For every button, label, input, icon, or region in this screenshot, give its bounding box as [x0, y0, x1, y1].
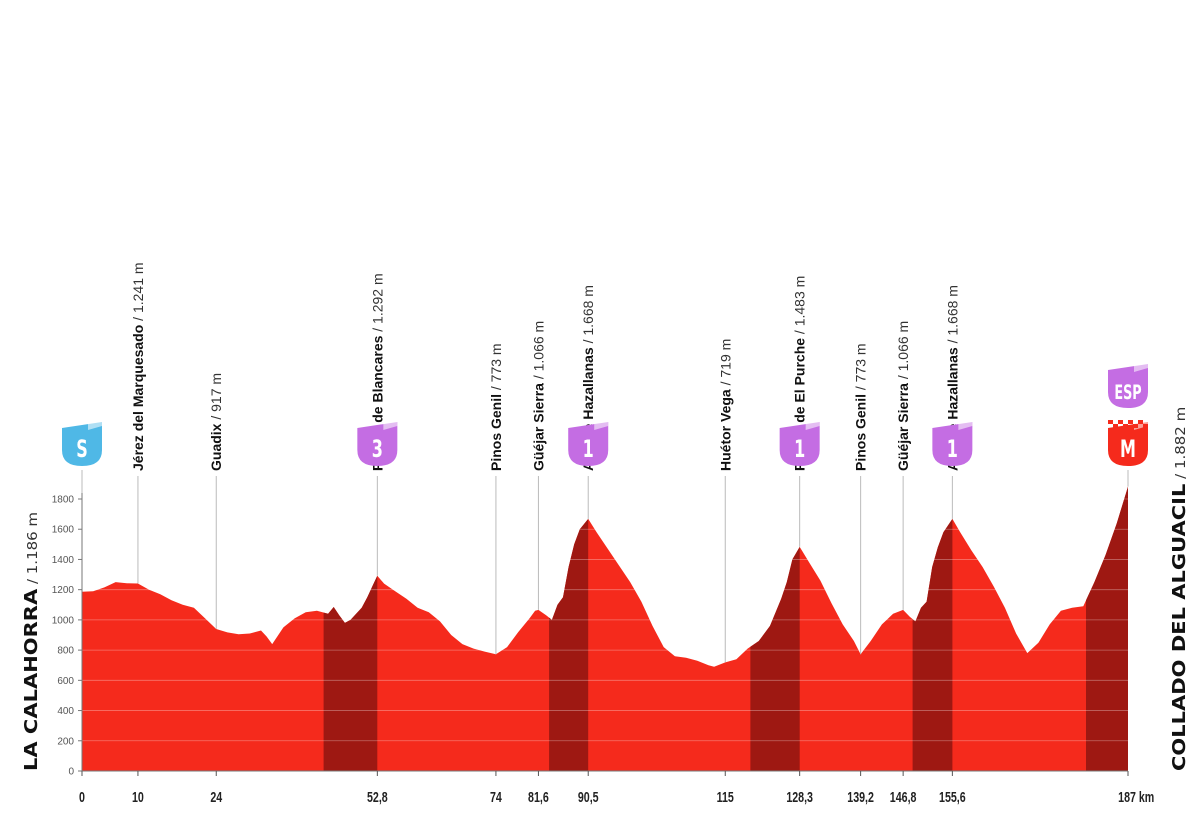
checkered-flag-icon	[1108, 420, 1113, 424]
waypoint-name: Pinos Genil	[853, 394, 869, 471]
y-tick-label: 1600	[52, 525, 75, 536]
badges-layer: S 3 1 1 1 ESP M	[62, 362, 1148, 466]
checkered-flag-icon	[1128, 420, 1133, 424]
x-tick-label: 187 km	[1118, 788, 1154, 805]
waypoint-label: Guadix / 917 m	[208, 373, 224, 471]
x-tick-label: 90,5	[578, 788, 599, 805]
waypoint-altitude: / 1.241 m	[130, 262, 146, 324]
waypoint-altitude: / 1.066 m	[895, 321, 911, 383]
climb-segment-5	[1086, 486, 1128, 771]
badge-label: 1	[583, 435, 594, 463]
waypoint-altitude: / 719 m	[717, 339, 733, 390]
waypoint-label: Huétor Vega / 719 m	[717, 339, 733, 471]
x-tick-label: 81,6	[528, 788, 549, 805]
climb-badge	[779, 422, 820, 466]
grid-layer	[82, 498, 1128, 742]
start-location-label: LA CALAHORRA / 1.186 m	[20, 512, 41, 771]
y-tick-label: 0	[68, 767, 74, 778]
badge-label: M	[1120, 435, 1136, 463]
x-tick-label: 52,8	[367, 788, 388, 805]
waypoint-label: Güéjar Sierra / 1.066 m	[895, 321, 911, 471]
waypoint-altitude: / 917 m	[208, 373, 224, 424]
y-tick-label: 1200	[52, 585, 75, 596]
y-axis: 0 200 400 600 800 1000 1200 1400 1600 1800	[52, 493, 83, 778]
waypoint-name: Huétor Vega	[717, 389, 733, 471]
x-tick-label: 155,6	[939, 788, 966, 805]
special-badge	[1108, 364, 1148, 408]
badge-flag-icon	[805, 420, 820, 430]
start-badge	[62, 422, 102, 466]
waypoint-name: Jérez del Marquesado	[130, 325, 146, 471]
y-tick-label: 600	[57, 676, 74, 687]
waypoint-altitude: / 773 m	[853, 343, 869, 394]
waypoint-altitude: / 1.483 m	[792, 276, 808, 338]
climb-badge	[932, 422, 973, 466]
x-axis: 0 10 24 52,8 74 81,6 90,5 115 128,3 139,2 146,8 155…	[79, 770, 1154, 805]
badge-label: 1	[947, 435, 958, 463]
badge-flag-icon	[383, 420, 398, 430]
waypoint-name: Güéjar Sierra	[530, 383, 546, 471]
badge-label: 3	[372, 435, 383, 463]
checkered-flag-icon	[1123, 424, 1128, 428]
waypoint-name: Pinos Genil	[488, 394, 504, 471]
checkered-flag-icon	[1143, 424, 1148, 428]
climb-segment-1	[323, 575, 378, 771]
x-tick-label: 115	[717, 788, 734, 805]
climb-segment-3	[750, 546, 800, 771]
badge-flag-icon	[594, 420, 609, 430]
profile-area-layer	[82, 486, 1128, 771]
y-tick-label: 800	[57, 646, 74, 657]
x-tick-label: 0	[79, 788, 85, 805]
climb-badge	[357, 422, 398, 466]
badge-label: ESP	[1114, 381, 1141, 403]
finish-location-label-altitude: / 1.882 m	[1174, 407, 1189, 484]
badge-label: 1	[794, 435, 805, 463]
checkered-flag-icon	[1138, 420, 1143, 424]
badge-flag-icon	[1134, 362, 1148, 372]
checkered-flag-icon	[1133, 424, 1138, 428]
waypoint-labels-layer: Jérez del Marquesado / 1.241 m Guadix / 9…	[130, 262, 960, 471]
waypoint-name: Guadix	[208, 423, 224, 471]
waypoint-altitude: / 1.292 m	[369, 273, 385, 335]
finish-badge	[1108, 422, 1148, 466]
x-tick-label: 128,3	[786, 788, 813, 805]
badge-flag-icon	[88, 420, 102, 430]
waypoint-altitude: / 1.668 m	[944, 285, 960, 347]
finish-location-label-name: COLLADO DEL ALGUACIL	[1168, 484, 1189, 771]
x-tick-label: 146,8	[890, 788, 917, 805]
y-tick-label: 200	[57, 736, 74, 747]
y-tick-label: 400	[57, 706, 74, 717]
x-tick-label: 24	[210, 788, 222, 805]
climb-segment-2	[549, 518, 589, 771]
checkered-flag-icon	[1118, 420, 1123, 424]
badge-label: S	[76, 435, 88, 463]
side-labels-layer: LA CALAHORRA / 1.186 m COLLADO DEL ALGUAC…	[20, 407, 1189, 771]
waypoint-label: Jérez del Marquesado / 1.241 m	[130, 262, 146, 471]
climb-badge	[568, 422, 609, 466]
waypoint-altitude: / 773 m	[488, 343, 504, 394]
start-location-label-altitude: / 1.186 m	[26, 512, 41, 589]
x-tick-label: 74	[490, 788, 502, 805]
start-location-label-name: LA CALAHORRA	[20, 588, 41, 771]
y-tick-label: 1000	[52, 615, 75, 626]
checkered-flag-icon	[1113, 424, 1118, 428]
x-tick-label: 10	[132, 788, 144, 805]
waypoint-label: Pinos Genil / 773 m	[853, 343, 869, 471]
climb-segment-4	[912, 518, 953, 771]
y-tick-label: 1800	[52, 495, 75, 506]
waypoint-label: Güéjar Sierra / 1.066 m	[530, 321, 546, 471]
finish-location-label: COLLADO DEL ALGUACIL / 1.882 m	[1168, 407, 1189, 771]
y-tick-label: 1400	[52, 555, 75, 566]
x-tick-label: 139,2	[847, 788, 874, 805]
waypoint-label: Pinos Genil / 773 m	[488, 343, 504, 471]
waypoint-altitude: / 1.668 m	[580, 285, 596, 347]
waypoint-name: Güéjar Sierra	[895, 383, 911, 471]
waypoint-altitude: / 1.066 m	[530, 321, 546, 383]
badge-flag-icon	[958, 420, 973, 430]
